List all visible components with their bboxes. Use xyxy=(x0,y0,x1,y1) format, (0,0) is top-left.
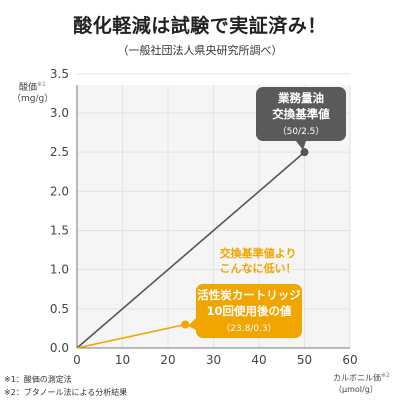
callout-box-1 xyxy=(196,284,302,338)
y-tick-label: 2.5 xyxy=(50,145,69,159)
y-axis-title: 酸価 xyxy=(19,83,38,93)
y-tick-label: 2.0 xyxy=(50,184,69,198)
callout-pointer-0 xyxy=(296,141,306,150)
y-axis-label: 酸価※1 xyxy=(19,80,46,93)
chart-subtitle: （一般社団法人県央研究所調べ） xyxy=(117,44,283,57)
y-tick-label: 3.5 xyxy=(50,67,69,81)
annotation-line: 交換基準値より xyxy=(220,246,297,260)
chart-title: 酸化軽減は試験で実証済み！ xyxy=(73,15,327,37)
y-tick-label: 3.0 xyxy=(50,106,69,120)
series-line-0 xyxy=(76,151,306,349)
annotation-line: こんなに低い！ xyxy=(220,261,297,275)
y-axis-unit: （mg/g） xyxy=(12,94,54,104)
callout-line: （50/2.5） xyxy=(278,126,325,137)
x-tick-label: 50 xyxy=(297,353,312,367)
x-tick-label: 20 xyxy=(160,353,175,367)
footnote-2: ※2：ブタノール法による分析結果 xyxy=(4,388,128,397)
callout-line: 交換基準値 xyxy=(272,107,330,121)
footnote-1: ※1：酸価の測定法 xyxy=(4,375,72,384)
callout-line: （23.8/0.3） xyxy=(221,323,276,334)
x-axis-unit: （μmol/g） xyxy=(334,385,378,394)
y-tick-label: 1.5 xyxy=(50,224,69,238)
callout-box-0 xyxy=(256,87,346,141)
x-axis-label: カルボニル価※2 xyxy=(333,372,390,384)
y-tick-label: 1.0 xyxy=(50,263,69,277)
x-tick-label: 60 xyxy=(342,353,357,367)
x-tick-label: 10 xyxy=(115,353,130,367)
x-tick-label: 40 xyxy=(251,353,266,367)
y-tick-label: 0.0 xyxy=(50,341,69,355)
y-tick-label: 0.5 xyxy=(50,302,69,316)
data-point-0 xyxy=(300,148,309,157)
x-tick-label: 30 xyxy=(206,353,221,367)
callout-line: 活性炭カートリッジ xyxy=(197,288,301,302)
y-axis-note: ※1 xyxy=(37,81,46,88)
x-axis-title: カルボニル価 xyxy=(333,373,381,383)
series-line-1 xyxy=(76,323,186,349)
callout-line: 10回使用後の値 xyxy=(206,304,292,318)
data-point-1 xyxy=(181,320,190,329)
callout-line: 業務量油 xyxy=(277,91,324,105)
x-axis-note: ※2 xyxy=(381,372,390,379)
callout-pointer-1 xyxy=(188,318,196,330)
x-tick-label: 0 xyxy=(73,353,81,367)
